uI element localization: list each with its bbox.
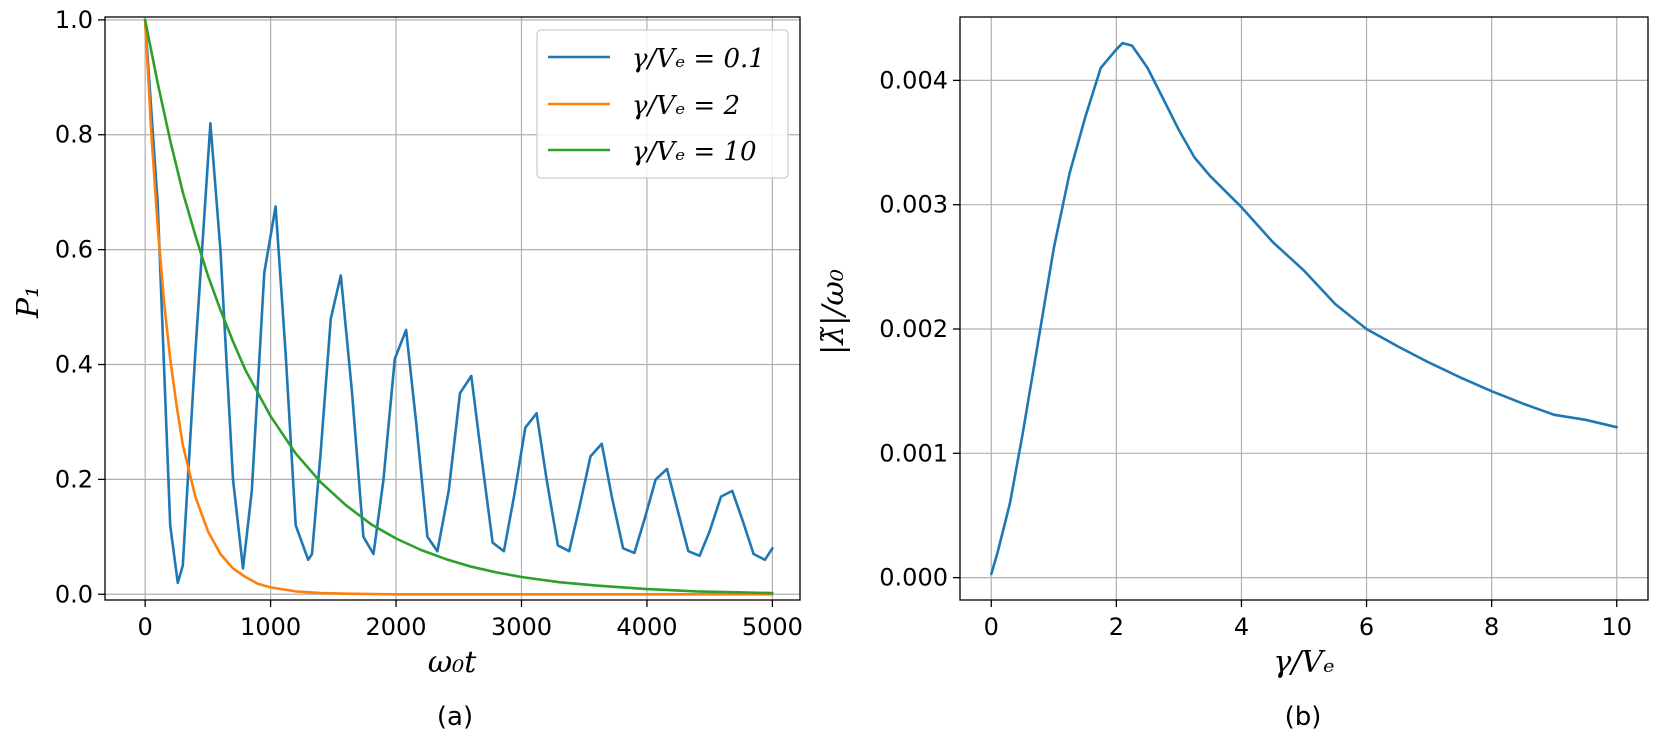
panel-a-y-label: P₁: [11, 286, 46, 319]
panel-a-frame: [104, 16, 801, 601]
panel-b-x-tick-label: 6: [1359, 613, 1374, 641]
panel-b-x-tick-label: 0: [984, 613, 999, 641]
panel-a-y-tick-label: 0.0: [55, 580, 93, 608]
panel-a-x-ticks: 0 1000 2000 3000 4000 5000: [138, 600, 803, 641]
panel-a-x-tick-label: 1000: [240, 613, 301, 641]
panel-a-y-ticks: 0.0 0.2 0.4 0.6 0.8 1.0: [55, 6, 105, 608]
panel-a-series-line-1: [143, 18, 774, 596]
panel-a-series-line-2: [143, 18, 774, 595]
panel-b-x-tick-label: 8: [1484, 613, 1499, 641]
panel-b-y-ticks: 0.000 0.001 0.002 0.003 0.004: [879, 66, 960, 592]
legend-frame: [536, 29, 789, 179]
panel-a-x-tick-label: 3000: [491, 613, 552, 641]
panel-b-x-tick-label: 2: [1109, 613, 1124, 641]
panel-a-legend: γ/Vₑ = 0.1 γ/Vₑ = 2 γ/Vₑ = 10: [536, 29, 789, 179]
panel-b-y-tick-label: 0.001: [879, 439, 948, 467]
panel-a-x-tick-label: 4000: [616, 613, 677, 641]
panel-b-series: [989, 41, 1618, 576]
panel-b-x-ticks: 0 2 4 6 8 10: [984, 600, 1632, 641]
panel-a-series: [143, 18, 774, 596]
panel-a-y-tick-label: 1.0: [55, 6, 93, 34]
panel-b-caption: (b): [1285, 702, 1322, 732]
legend-label-1: γ/Vₑ = 2: [632, 91, 740, 121]
panel-b-y-label: |λ̃|/ω₀: [816, 269, 851, 355]
panel-a-y-tick-label: 0.8: [55, 121, 93, 149]
panel-b-y-tick-label: 0.000: [879, 564, 948, 592]
panel-b-frame: [959, 16, 1649, 601]
panel-a-x-tick-label: 0: [138, 613, 153, 641]
panel-a-y-tick-label: 0.4: [55, 351, 93, 379]
panel-b-y-tick-label: 0.002: [879, 315, 948, 343]
panel-a-x-tick-label: 5000: [742, 613, 803, 641]
panel-a-series-line-0: [143, 18, 774, 585]
panel-b-y-tick-label: 0.004: [879, 66, 948, 94]
legend-label-2: γ/Vₑ = 10: [632, 137, 757, 167]
panel-b-x-tick-label: 4: [1234, 613, 1249, 641]
panel-a-x-tick-label: 2000: [366, 613, 427, 641]
panel-a-y-tick-label: 0.2: [55, 465, 93, 493]
panel-a-caption: (a): [437, 702, 473, 732]
panel-b-x-tick-label: 10: [1601, 613, 1632, 641]
panel-b-grid: [960, 17, 1648, 600]
panel-a-x-label: ω₀t: [428, 645, 477, 680]
legend-label-0: γ/Vₑ = 0.1: [632, 44, 765, 74]
panel-b-series-line-0: [989, 41, 1618, 576]
panel-b: 0 2 4 6 8 10 0.000 0.001 0.002 0.003 0.004 γ/Vₑ |…: [816, 16, 1649, 732]
panel-a-y-tick-label: 0.6: [55, 236, 93, 264]
panel-a: 0 1000 2000 3000 4000 5000 0.0 0.2 0.4 0.6 0.8 1.0…: [11, 6, 803, 732]
panel-b-x-label: γ/Vₑ: [1273, 645, 1334, 680]
panel-b-y-tick-label: 0.003: [879, 191, 948, 219]
